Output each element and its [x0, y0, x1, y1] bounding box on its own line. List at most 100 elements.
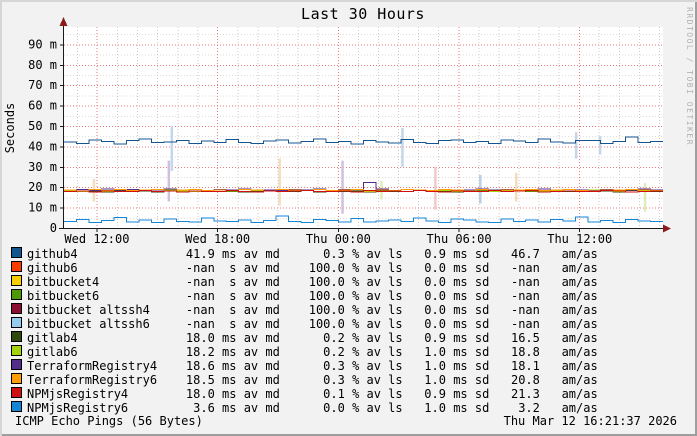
median-unit: ms [222, 344, 237, 359]
median-value: -nan [185, 288, 215, 303]
amas-value: -nan [510, 302, 540, 317]
loss-value: 0.3 [323, 246, 345, 261]
legend-row: NPMjsRegistry4 18.0 ms av md 0.1 % av ls… [11, 387, 686, 401]
sd-value: 1.0 [424, 372, 446, 387]
footer: ICMP Echo Pings (56 Bytes) Thu Mar 12 16… [0, 415, 697, 428]
x-tick-label: Thu 06:00 [427, 232, 492, 246]
legend-row: github6 -nan s av md 100.0 % av ls 0.0 m… [11, 261, 686, 275]
y-tick-label: 20 m [28, 180, 57, 194]
amas-value: 3.2 [518, 400, 540, 415]
median-label: av md [243, 344, 280, 359]
amas-label: am/as [561, 330, 598, 345]
loss-label: % av ls [352, 260, 403, 275]
series-color-swatch [11, 261, 22, 272]
y-tick-label: 90 m [28, 37, 57, 51]
median-value: 18.5 [185, 372, 215, 387]
amas-value: 21.3 [510, 386, 540, 401]
y-tick-label: 50 m [28, 119, 57, 133]
median-label: av md [243, 386, 280, 401]
sd-value: 0.0 [424, 260, 446, 275]
sd-label: ms sd [453, 274, 490, 289]
amas-label: am/as [561, 260, 598, 275]
loss-value: 100.0 [308, 316, 345, 331]
sd-value: 0.0 [424, 302, 446, 317]
loss-label: % av ls [352, 358, 403, 373]
series-color-swatch [11, 359, 22, 370]
median-unit: ms [222, 246, 237, 261]
series-color-swatch [11, 387, 22, 398]
loss-value: 100.0 [308, 302, 345, 317]
amas-value: -nan [510, 274, 540, 289]
sd-value: 0.9 [424, 246, 446, 261]
loss-label: % av ls [352, 330, 403, 345]
sd-label: ms sd [453, 386, 490, 401]
sd-value: 0.9 [424, 330, 446, 345]
amas-label: am/as [561, 246, 598, 261]
legend-row: bitbucket altssh4 -nan s av md 100.0 % a… [11, 303, 686, 317]
grid-lines [64, 27, 663, 228]
sd-label: ms sd [453, 302, 490, 317]
loss-label: % av ls [352, 288, 403, 303]
series-name: bitbucket altssh4 [27, 302, 150, 317]
loss-label: % av ls [352, 246, 403, 261]
amas-label: am/as [561, 274, 598, 289]
amas-value: -nan [510, 316, 540, 331]
series-color-swatch [11, 289, 22, 300]
amas-value: 18.8 [510, 344, 540, 359]
series-name: TerraformRegistry4 [27, 358, 158, 373]
legend-table: github4 41.9 ms av md 0.3 % av ls 0.9 ms… [11, 247, 686, 415]
median-unit: s [229, 274, 237, 289]
loss-value: 0.2 [323, 344, 345, 359]
median-unit: ms [222, 330, 237, 345]
y-tick-label: 60 m [28, 99, 57, 113]
y-tick-label: 0 [50, 221, 57, 235]
median-unit: ms [222, 372, 237, 387]
graph-title: Last 30 Hours [301, 5, 425, 23]
y-tick-label: 70 m [28, 78, 57, 92]
sd-label: ms sd [453, 246, 490, 261]
median-unit: ms [222, 358, 237, 373]
sd-label: ms sd [453, 372, 490, 387]
median-value: 18.6 [185, 358, 215, 373]
x-tick-label: Wed 18:00 [185, 232, 250, 246]
amas-value: 16.5 [510, 330, 540, 345]
series-color-swatch [11, 373, 22, 384]
amas-value: 20.8 [510, 372, 540, 387]
series-color-swatch [11, 275, 22, 286]
y-axis-arrow [59, 17, 68, 26]
median-unit: ms [222, 400, 237, 415]
amas-value: -nan [510, 288, 540, 303]
series-name: NPMjsRegistry4 [27, 386, 129, 401]
loss-label: % av ls [352, 274, 403, 289]
loss-label: % av ls [352, 316, 403, 331]
tick-labels: 90 m 80 m 70 m 60 m 50 m 40 m 30 m 20 m 10 m 0 Wed… [28, 37, 612, 246]
median-label: av md [243, 316, 280, 331]
sd-value: 1.0 [424, 358, 446, 373]
amas-label: am/as [561, 344, 598, 359]
axes [59, 17, 671, 233]
x-tick-label: Thu 00:00 [306, 232, 371, 246]
median-label: av md [243, 246, 280, 261]
latency-chart: 90 m 80 m 70 m 60 m 50 m 40 m 30 m 20 m 10 m 0 Wed… [28, 17, 671, 246]
legend-row: TerraformRegistry4 18.6 ms av md 0.3 % a… [11, 359, 686, 373]
series-color-swatch [11, 317, 22, 328]
sd-value: 1.0 [424, 344, 446, 359]
y-tick-label: 10 m [28, 201, 57, 215]
loss-value: 100.0 [308, 288, 345, 303]
loss-label: % av ls [352, 302, 403, 317]
sd-value: 1.0 [424, 400, 446, 415]
median-value: 18.2 [185, 344, 215, 359]
sd-value: 0.9 [424, 386, 446, 401]
series-name: bitbucket6 [27, 288, 100, 303]
loss-value: 0.3 [323, 372, 345, 387]
median-value: -nan [185, 302, 215, 317]
median-unit: s [229, 316, 237, 331]
amas-label: am/as [561, 288, 598, 303]
median-value: 41.9 [185, 246, 215, 261]
median-label: av md [243, 372, 280, 387]
median-unit: s [229, 288, 237, 303]
sd-value: 0.0 [424, 316, 446, 331]
sd-label: ms sd [453, 400, 490, 415]
sd-label: ms sd [453, 358, 490, 373]
smoke-deviation-spikes [92, 125, 647, 214]
